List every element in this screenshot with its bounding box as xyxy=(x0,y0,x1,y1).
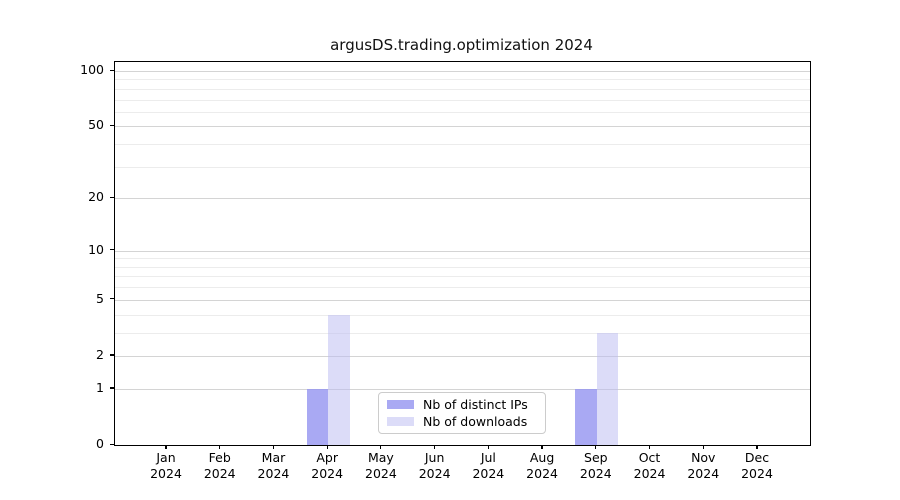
y-tick-mark xyxy=(110,124,114,127)
x-tick-label: Aug 2024 xyxy=(526,450,558,481)
legend-label: Nb of distinct IPs xyxy=(423,397,528,412)
x-tick-label: Mar 2024 xyxy=(257,450,290,481)
plot-area xyxy=(114,61,811,446)
x-tick-label: May 2024 xyxy=(365,450,397,481)
legend-row: Nb of downloads xyxy=(387,414,537,429)
gridline-major xyxy=(115,126,810,128)
y-tick-mark xyxy=(110,387,114,389)
y-tick-mark xyxy=(110,196,114,198)
x-tick-label: Nov 2024 xyxy=(687,450,720,481)
gridline-minor xyxy=(115,88,810,90)
gridline-minor xyxy=(115,144,810,146)
x-tick-label: Jan 2024 xyxy=(150,450,182,481)
bar-downloads xyxy=(596,332,619,445)
x-tick-label: Apr 2024 xyxy=(311,450,344,481)
bar-downloads xyxy=(328,314,350,445)
gridline-minor xyxy=(115,99,810,101)
legend-row: Nb of distinct IPs xyxy=(387,397,537,412)
x-tick-label: Sep 2024 xyxy=(579,450,612,481)
legend-label: Nb of downloads xyxy=(423,414,528,429)
x-tick-mark xyxy=(595,445,597,449)
bar-distinct-ips xyxy=(306,388,329,445)
x-tick-mark xyxy=(380,445,382,449)
x-tick-mark xyxy=(272,445,275,449)
x-tick-label: Oct 2024 xyxy=(633,450,666,481)
gridline-minor xyxy=(115,287,810,289)
y-tick-mark xyxy=(110,354,114,356)
gridline-minor xyxy=(115,258,810,260)
legend-swatch-icon xyxy=(387,417,414,426)
y-tick-mark xyxy=(110,249,114,251)
gridline-minor xyxy=(115,79,810,81)
y-tick-label: 2 xyxy=(96,346,104,362)
y-tick-mark xyxy=(110,69,114,71)
y-tick-label: 100 xyxy=(80,62,104,77)
y-tick-label: 5 xyxy=(96,290,104,306)
gridline-major xyxy=(115,388,810,390)
y-tick-label: 50 xyxy=(88,117,104,133)
x-tick-mark xyxy=(648,445,651,449)
y-tick-label: 1 xyxy=(96,379,104,395)
x-tick-mark xyxy=(756,445,758,449)
x-tick-label: Feb 2024 xyxy=(203,450,236,481)
x-tick-mark xyxy=(219,445,221,449)
y-tick-mark xyxy=(110,443,114,445)
gridline-major xyxy=(115,250,810,252)
gridline-minor xyxy=(115,276,810,278)
y-tick-label: 10 xyxy=(88,241,104,257)
gridline-minor xyxy=(115,314,810,316)
x-tick-mark xyxy=(487,445,489,449)
x-tick-mark xyxy=(434,445,436,449)
gridline-major xyxy=(115,299,810,301)
gridline-major xyxy=(115,71,810,72)
x-tick-mark xyxy=(165,445,167,449)
x-tick-mark xyxy=(702,445,704,449)
x-tick-label: Jul 2024 xyxy=(472,450,505,481)
legend: Nb of distinct IPs Nb of downloads xyxy=(378,392,546,434)
x-tick-mark xyxy=(326,445,328,449)
gridline-minor xyxy=(115,266,810,268)
x-tick-label: Jun 2024 xyxy=(418,450,451,481)
x-tick-mark xyxy=(541,445,543,449)
x-tick-label: Dec 2024 xyxy=(741,450,773,481)
legend-swatch-icon xyxy=(387,400,414,409)
y-tick-label: 20 xyxy=(88,189,104,205)
bar-distinct-ips xyxy=(575,388,597,445)
gridline-major xyxy=(115,355,810,357)
gridline-minor xyxy=(115,166,810,168)
gridline-minor xyxy=(115,332,810,334)
chart-title: argusDS.trading.optimization 2024 xyxy=(330,36,593,54)
gridline-minor xyxy=(115,111,810,113)
gridline-major xyxy=(115,198,810,200)
y-tick-mark xyxy=(110,298,114,300)
y-tick-label: 0 xyxy=(96,436,104,451)
